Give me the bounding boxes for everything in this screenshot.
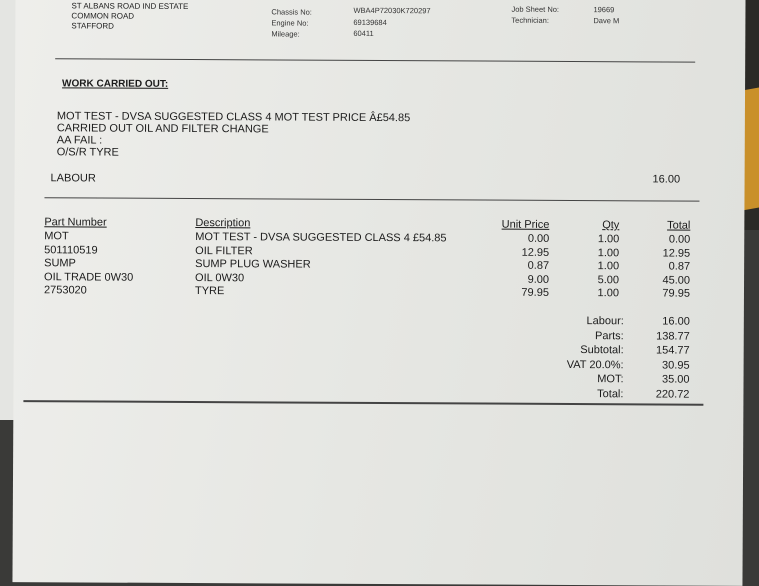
table-cell: 79.95 <box>521 286 550 299</box>
work-line: AA FAIL : <box>56 134 103 147</box>
table-cell: OIL 0W30 <box>195 271 245 284</box>
mileage-value: 60411 <box>353 28 374 38</box>
total-label: Parts: <box>594 329 624 342</box>
chassis-label: Chassis No: <box>271 7 312 17</box>
invoice-page: ST ALBANS ROAD IND ESTATE COMMON ROAD ST… <box>12 0 746 586</box>
work-line: O/S/R TYRE <box>56 146 119 159</box>
table-cell: 1.00 <box>597 287 620 300</box>
table-cell: OIL TRADE 0W30 <box>44 270 134 284</box>
total-label: Total: <box>597 387 624 400</box>
engine-label: Engine No: <box>271 18 309 28</box>
table-cell: OIL FILTER <box>195 244 253 257</box>
table-cell: MOT <box>44 230 69 243</box>
table-cell: 12.95 <box>662 246 691 260</box>
table-cell: SUMP PLUG WASHER <box>195 258 311 271</box>
table-cell: 0.87 <box>527 259 550 272</box>
chassis-value: WBA4P72030K720297 <box>353 5 431 16</box>
address-line: ST ALBANS ROAD IND ESTATE <box>71 1 189 11</box>
total-label: VAT 20.0%: <box>566 358 624 371</box>
column-header: Unit Price <box>501 218 550 231</box>
column-header: Total <box>667 219 691 232</box>
engine-value: 69139684 <box>353 17 387 28</box>
table-cell: 1.00 <box>597 233 620 246</box>
column-header: Part Number <box>44 216 107 229</box>
table-cell: SUMP <box>44 257 76 270</box>
total-label: Labour: <box>586 315 624 328</box>
total-label: Subtotal: <box>580 344 624 357</box>
total-value: 16.00 <box>662 315 690 328</box>
total-value: 154.77 <box>655 344 690 357</box>
total-value: 35.00 <box>661 373 690 386</box>
column-header: Qty <box>602 219 620 232</box>
job-sheet-label: Job Sheet No: <box>511 4 560 14</box>
mileage-label: Mileage: <box>271 29 300 39</box>
table-cell: 79.95 <box>662 287 691 300</box>
table-cell: 1.00 <box>597 260 620 273</box>
table-cell: 0.00 <box>668 233 691 246</box>
table-cell: 0.87 <box>668 260 691 273</box>
table-cell: 2753020 <box>43 284 87 297</box>
total-value: 30.95 <box>662 358 690 372</box>
table-cell: 12.95 <box>521 246 550 259</box>
table-cell: 5.00 <box>597 273 620 286</box>
table-cell: TYRE <box>194 285 225 298</box>
job-sheet-value: 19669 <box>593 5 615 15</box>
table-cell: 0.00 <box>527 232 550 245</box>
technician-label: Technician: <box>511 15 549 25</box>
total-label: MOT: <box>597 373 624 386</box>
address-line: COMMON ROAD <box>71 11 135 21</box>
work-heading: WORK CARRIED OUT: <box>62 78 169 90</box>
total-value: 138.77 <box>656 329 690 343</box>
table-cell: 9.00 <box>527 273 550 286</box>
address-line: STAFFORD <box>71 21 114 31</box>
table-cell: 501110519 <box>44 243 98 257</box>
work-line: CARRIED OUT OIL AND FILTER CHANGE <box>56 122 269 136</box>
total-value: 220.72 <box>655 387 690 401</box>
table-cell: 1.00 <box>597 246 620 259</box>
labour-value: 16.00 <box>652 173 681 186</box>
labour-label: LABOUR <box>50 172 96 185</box>
technician-value: Dave M <box>593 16 620 26</box>
column-header: Description <box>195 217 251 230</box>
table-cell: MOT TEST - DVSA SUGGESTED CLASS 4 £54.85 <box>195 231 447 245</box>
table-cell: 45.00 <box>662 273 691 287</box>
